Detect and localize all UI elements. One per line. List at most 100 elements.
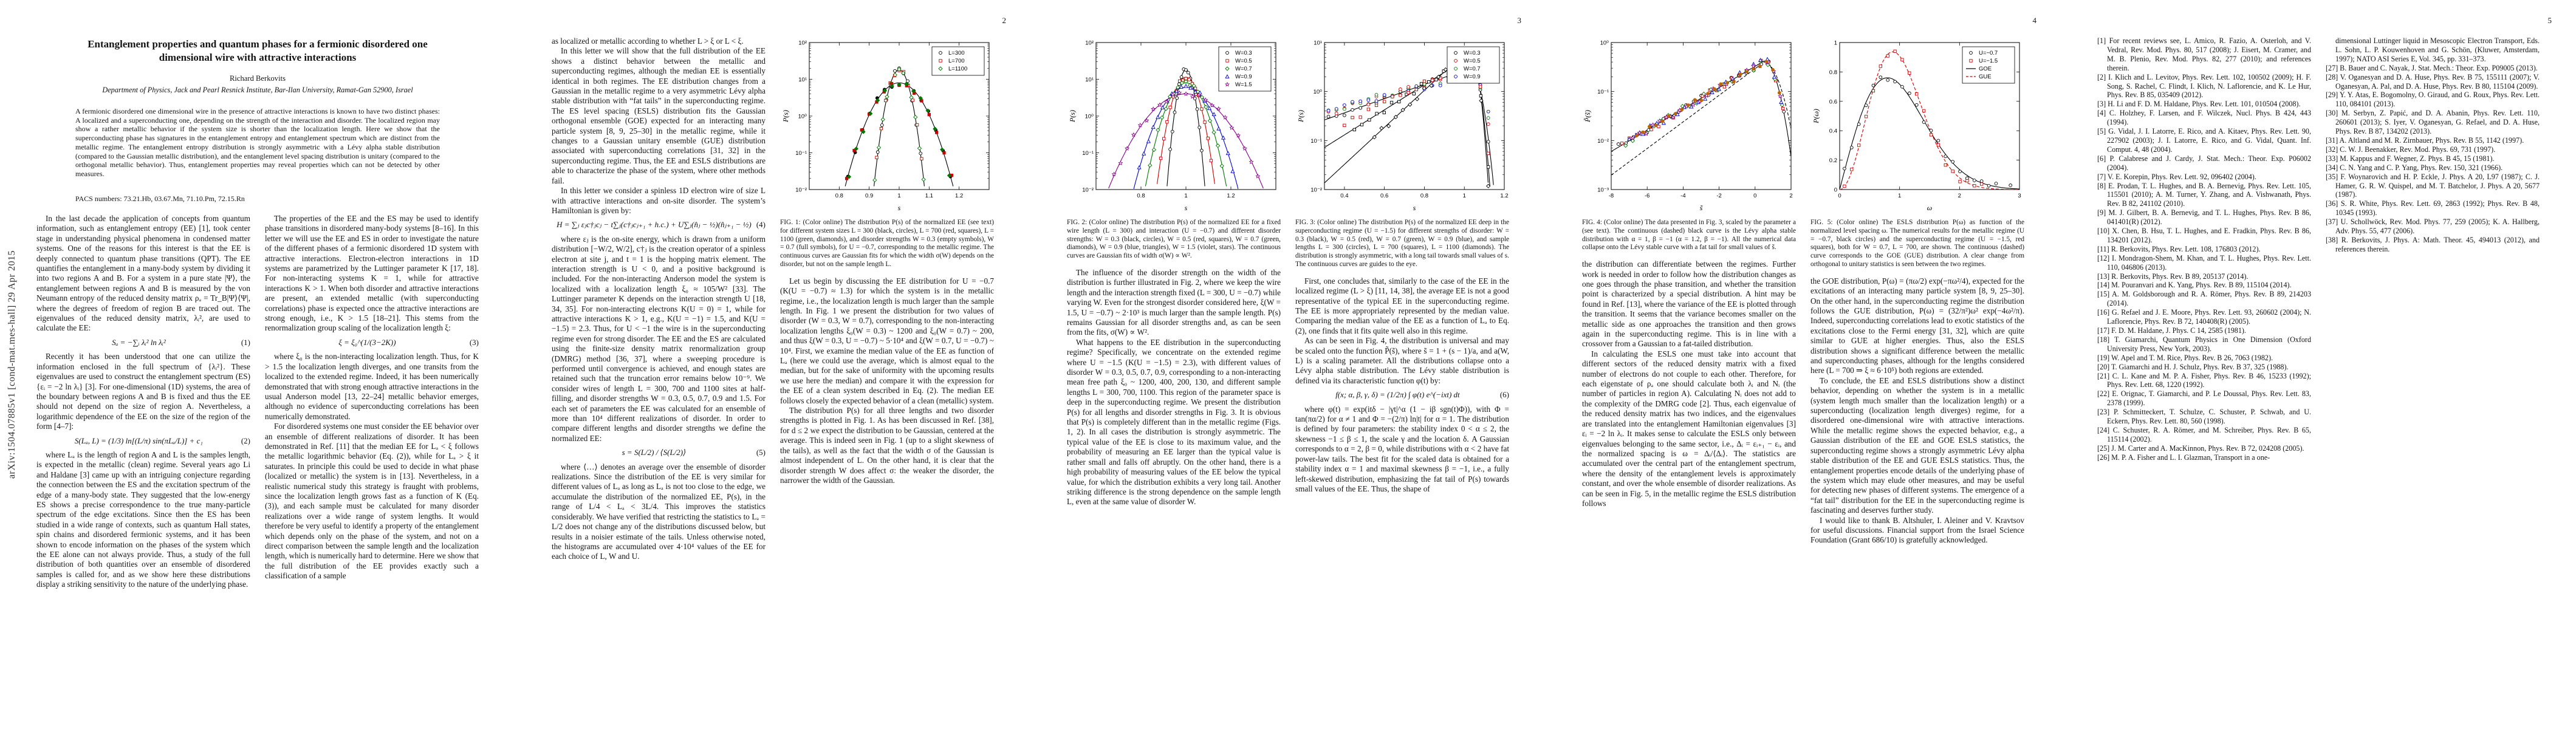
paragraph: The properties of the EE and the ES may … xyxy=(265,214,479,333)
paragraph: where ⟨…⟩ denotes an average over the en… xyxy=(552,462,766,561)
reference-item: [33] M. Kappus and F. Wegner, Z. Phys. B… xyxy=(2326,154,2495,163)
svg-text:10¹: 10¹ xyxy=(1314,40,1322,47)
reference-item: [10] X. Chen, B. Hsu, T. L. Hughes, and … xyxy=(2097,227,2311,244)
paragraph: The influence of the disorder strength o… xyxy=(1067,267,1281,337)
reference-item: [7] V. E. Korepin, Phys. Rev. Lett. 92, … xyxy=(2097,172,2256,181)
equation: f(x; α, β, γ, δ) = (1/2π) ∫ φ(t) e^(−ixt… xyxy=(1295,390,1509,400)
page-number: 4 xyxy=(2032,16,2037,25)
page-4-column-1: -8 -6 -4 -2 0 2 10⁻³ 10⁻² 10⁻¹ 10⁰ s̃ P̃(s̃) FIG. 4:… xyxy=(1582,36,1796,693)
reference-item: [3] H. Li and F. D. M. Haldane, Phys. Re… xyxy=(2097,100,2301,109)
svg-text:P̃(s̃): P̃(s̃) xyxy=(1583,110,1592,123)
paper-title-line-2: dimensional wire with attractive interac… xyxy=(159,52,357,63)
svg-text:U=−0.7: U=−0.7 xyxy=(1979,50,1998,56)
reference-item: [4] C. Holzhey, F. Larsen, and F. Wilcze… xyxy=(2097,109,2311,127)
reference-item: [30] M. Serbyn, Z. Papić, and D. A. Aban… xyxy=(2326,109,2540,136)
page-1-column-2: The properties of the EE and the ES may … xyxy=(265,214,479,693)
svg-text:s̃: s̃ xyxy=(1700,204,1703,212)
paragraph: Let us begin by discussing the EE distri… xyxy=(780,276,994,405)
curve xyxy=(1108,94,1264,189)
pacs-line: PACS numbers: 73.21.Hb, 03.67.Mn, 71.10.… xyxy=(75,194,245,203)
fig5-plot: 0 1 2 3 0 0.2 0.4 0.6 0.8 1 ω P(ω) U=−0.7 U=−1.5 GOE GU… xyxy=(1812,40,2021,213)
reference-item: [24] C. Schuster, R. A. Römer, and M. Sc… xyxy=(2097,425,2311,443)
equation-number: (5) xyxy=(756,448,766,457)
equation: H = ∑ⱼ εⱼc†ⱼcⱼ − t∑ⱼ(c†ⱼcⱼ₊₁ + h.c.) + U… xyxy=(552,220,766,230)
svg-text:10⁻¹: 10⁻¹ xyxy=(1310,138,1322,145)
svg-text:0.8: 0.8 xyxy=(1420,193,1428,199)
svg-text:1.2: 1.2 xyxy=(1500,193,1508,199)
reference-item: [23] P. Schmitteckert, T. Schulze, C. Sc… xyxy=(2097,408,2311,426)
reference-item: [29] Y. Y. Atas, E. Bogomolny, O. Giraud… xyxy=(2326,91,2540,109)
page-1: arXiv:1504.07885v1 [cond-mat.mes-hall] 2… xyxy=(0,0,515,729)
reference-item: [1] For recent reviews see, L. Amico, R.… xyxy=(2097,36,2311,72)
author-name: Richard Berkovits xyxy=(230,74,286,83)
arxiv-stamp-text: arXiv:1504.07885v1 [cond-mat.mes-hall] 2… xyxy=(7,250,17,479)
svg-text:U=−1.5: U=−1.5 xyxy=(1979,58,1998,64)
reference-item: [36] S. R. White, Phys. Rev. Lett. 69, 2… xyxy=(2326,199,2540,217)
svg-text:1.1: 1.1 xyxy=(925,193,933,199)
svg-text:10⁰: 10⁰ xyxy=(1600,40,1609,47)
svg-text:W=0.7: W=0.7 xyxy=(1464,66,1481,72)
equation: s = S(L/2) / ⟨S(L/2)⟩ (5) xyxy=(552,448,766,457)
svg-text:0.6: 0.6 xyxy=(1380,193,1388,199)
svg-text:W=0.3: W=0.3 xyxy=(1235,50,1252,56)
reference-item: [35] F. Woynarovich and H. P. Eckle, J. … xyxy=(2326,172,2540,199)
page-3-column-1: 0.8 1 1.2 10⁻² 10⁻¹ 10⁰ 10¹ 10² s P(s) W=0.3 W=0.5 W… xyxy=(1067,36,1281,693)
svg-text:10¹: 10¹ xyxy=(1085,77,1094,83)
paragraph: where Lₐ is the length of region A and L… xyxy=(36,450,250,589)
svg-text:s: s xyxy=(1185,204,1188,212)
figure-caption: FIG. 1: (Color online) The distribution … xyxy=(780,219,994,268)
svg-text:1.2: 1.2 xyxy=(1227,193,1235,199)
svg-text:-4: -4 xyxy=(1680,193,1685,199)
paragraph: Recently it has been understood that one… xyxy=(36,352,250,431)
svg-text:10⁻¹: 10⁻¹ xyxy=(795,150,807,157)
equation-body: s = S(L/2) / ⟨S(L/2)⟩ xyxy=(622,448,687,457)
reference-item: [17] F. D. M. Haldane, J. Phys. C 14, 25… xyxy=(2097,326,2246,335)
svg-text:W=1.5: W=1.5 xyxy=(1235,81,1252,88)
svg-text:W=0.7: W=0.7 xyxy=(1235,66,1252,72)
curve xyxy=(1145,82,1227,187)
svg-text:0.8: 0.8 xyxy=(835,193,843,199)
figure-caption: FIG. 5: (Color online) The ESLS distribu… xyxy=(1810,219,2024,268)
reference-item: [38] R. Berkovits, J. Phys. A: Math. The… xyxy=(2326,235,2540,253)
page-5: 5 [1] For recent reviews see, L. Amico, … xyxy=(2061,0,2576,729)
paragraph: As can be seen in Fig. 4, the distributi… xyxy=(1295,336,1509,385)
svg-text:10⁻¹: 10⁻¹ xyxy=(1597,89,1609,95)
svg-text:W=0.9: W=0.9 xyxy=(1235,74,1252,80)
svg-text:10⁻¹: 10⁻¹ xyxy=(1082,150,1094,157)
svg-text:0.8: 0.8 xyxy=(1829,69,1837,76)
paragraph: In this letter we consider a spinless 1D… xyxy=(552,186,766,215)
reference-item: [16] G. Refael and J. E. Moore, Phys. Re… xyxy=(2097,308,2311,326)
reference-item: [27] B. Bauer and C. Nayak, J. Stat. Mec… xyxy=(2326,63,2538,72)
svg-text:0.9: 0.9 xyxy=(865,193,873,199)
fig3-plot: 0.4 0.6 0.8 1 1.2 10⁻² 10⁻¹ 10⁰ 10¹ s P(s) W=0.3 W=0… xyxy=(1297,40,1509,213)
page-5-column-2: dimensional Luttinger liquid in Mesoscop… xyxy=(2326,36,2540,693)
svg-text:W=0.9: W=0.9 xyxy=(1464,74,1481,80)
curve xyxy=(1839,51,2019,190)
reference-item: [31] A. Altland and M. R. Zirnbauer, Phy… xyxy=(2326,135,2524,145)
svg-text:10²: 10² xyxy=(1085,40,1094,47)
svg-text:L=1100: L=1100 xyxy=(948,66,967,72)
svg-text:10⁰: 10⁰ xyxy=(1314,89,1323,95)
svg-text:W=0.3: W=0.3 xyxy=(1464,50,1481,56)
svg-text:0: 0 xyxy=(1753,193,1756,199)
svg-text:10⁰: 10⁰ xyxy=(1085,114,1094,120)
reference-continuation: dimensional Luttinger liquid in Mesoscop… xyxy=(2335,36,2540,63)
svg-text:0.4: 0.4 xyxy=(1340,193,1348,199)
reference-item: [11] R. Berkovits, Phys. Rev. Lett. 108,… xyxy=(2097,244,2261,253)
paragraph: where ξ₀ is the non-interacting localiza… xyxy=(265,352,479,421)
equation-body: ξ = ξ₀^(1/(3−2K)) xyxy=(338,337,396,347)
paragraph: where φ(t) = exp(itδ − |γt|^α (1 − iβ sg… xyxy=(1295,404,1509,493)
svg-text:-6: -6 xyxy=(1645,193,1649,199)
paragraph: where εⱼ is the on-site energy, which is… xyxy=(552,234,766,443)
svg-text:1.2: 1.2 xyxy=(955,193,963,199)
reference-item: [28] V. Oganesyan and D. A. Huse, Phys. … xyxy=(2326,72,2540,91)
paragraph: the distribution can differentiate betwe… xyxy=(1582,259,1796,349)
reference-item: [22] E. Orignac, T. Giamarchi, and P. Le… xyxy=(2097,389,2311,408)
svg-text:0.8: 0.8 xyxy=(1137,193,1145,199)
fig2-plot: 0.8 1 1.2 10⁻² 10⁻¹ 10⁰ 10¹ 10² s P(s) W=0.3 W=0.5 W… xyxy=(1068,40,1276,212)
paragraph: as localized or metallic according to wh… xyxy=(552,36,744,46)
equation-number: (4) xyxy=(756,220,766,230)
paper-title: Entanglement properties and quantum phas… xyxy=(39,38,476,64)
paper-title-line-1: Entanglement properties and quantum phas… xyxy=(87,38,428,50)
page-number: 5 xyxy=(2547,16,2552,25)
